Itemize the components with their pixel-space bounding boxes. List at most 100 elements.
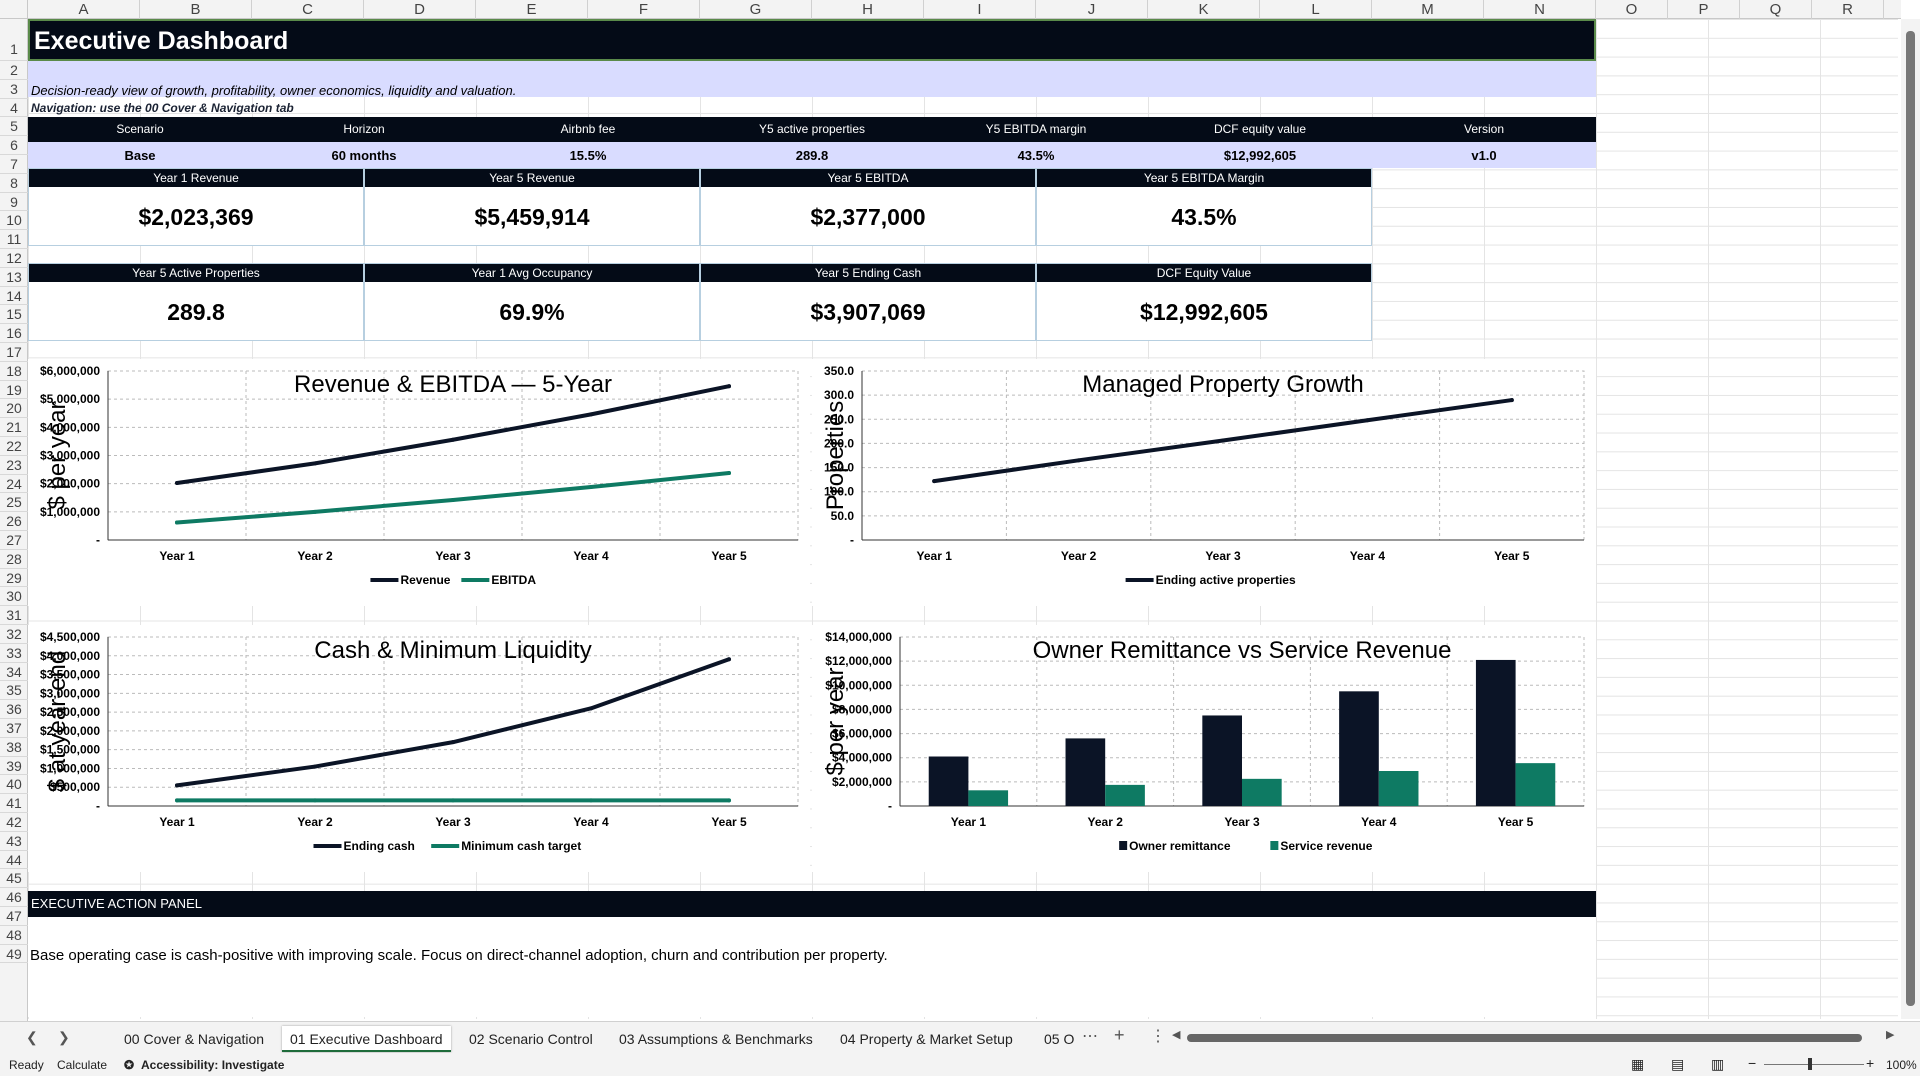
bar-owner-remittance[interactable] <box>1475 659 1516 806</box>
zoom-out-icon[interactable]: − <box>1748 1055 1757 1071</box>
data-point[interactable] <box>727 657 731 662</box>
row-header[interactable]: 26 <box>0 512 28 531</box>
summary-value[interactable]: 60 months <box>331 148 397 163</box>
zoom-slider[interactable] <box>1764 1064 1864 1065</box>
tab-executive-dashboard[interactable]: 01 Executive Dashboard <box>282 1026 451 1052</box>
row-header[interactable]: 11 <box>0 230 28 249</box>
column-header[interactable]: M <box>1372 0 1484 19</box>
column-header[interactable]: R <box>1812 0 1884 19</box>
bar-service-revenue[interactable] <box>968 790 1009 806</box>
row-header[interactable]: 18 <box>0 362 28 381</box>
row-header[interactable]: 31 <box>0 606 28 625</box>
row-header[interactable]: 1 <box>0 19 28 61</box>
bar-service-revenue[interactable] <box>1378 770 1419 806</box>
row-header[interactable]: 39 <box>0 757 28 776</box>
row-header[interactable]: 2 <box>0 61 28 80</box>
summary-value[interactable]: Base <box>124 148 156 163</box>
more-tabs-icon[interactable]: ⋯ <box>1082 1028 1098 1045</box>
data-point[interactable] <box>175 783 179 788</box>
row-header[interactable]: 21 <box>0 418 28 437</box>
data-point[interactable] <box>313 798 317 803</box>
kpi-card[interactable]: Year 5 EBITDA $2,377,000 <box>700 168 1036 246</box>
cash-liquidity-chart[interactable]: - $500,000 $1,000,000 $1,500,000 $2,000,000 $… <box>28 625 810 872</box>
page-break-icon[interactable]: ▥ <box>1711 1056 1725 1072</box>
row-header[interactable]: 4 <box>0 99 28 118</box>
row-header[interactable]: 19 <box>0 381 28 400</box>
scroll-left-icon[interactable]: ◀ <box>1172 1029 1181 1041</box>
summary-value[interactable]: 289.8 <box>795 148 829 163</box>
data-point[interactable] <box>451 740 455 745</box>
tab-cover-navigation[interactable]: 00 Cover & Navigation <box>124 1031 265 1047</box>
subtitle-cell[interactable]: Decision-ready view of growth, profitabi… <box>28 61 1596 98</box>
kpi-card[interactable]: Year 5 Active Properties 289.8 <box>28 263 364 341</box>
bar-service-revenue[interactable] <box>1515 763 1556 806</box>
data-point[interactable] <box>1365 418 1370 423</box>
row-header[interactable]: 9 <box>0 193 28 212</box>
column-header[interactable]: I <box>924 0 1036 19</box>
add-sheet-icon[interactable]: + <box>1114 1025 1125 1045</box>
revenue-ebitda-chart[interactable]: - $1,000,000 $2,000,000 $3,000,000 $4,000,00… <box>28 359 810 606</box>
summary-value[interactable]: 15.5% <box>569 148 607 163</box>
tab-property-market-setup[interactable]: 04 Property & Market Setup <box>840 1031 1013 1047</box>
data-point[interactable] <box>313 764 317 769</box>
zoom-in-icon[interactable]: + <box>1866 1055 1875 1071</box>
data-point[interactable] <box>932 479 937 484</box>
data-point[interactable] <box>727 384 731 389</box>
zoom-level[interactable]: 100% <box>1886 1058 1917 1072</box>
row-header[interactable]: 29 <box>0 569 28 588</box>
row-header[interactable]: 46 <box>0 888 28 907</box>
vertical-scrollbar[interactable] <box>1901 19 1920 1019</box>
normal-view-icon[interactable]: ▦ <box>1631 1056 1645 1072</box>
row-header[interactable]: 24 <box>0 475 28 494</box>
vertical-scroll-thumb[interactable] <box>1906 31 1915 1006</box>
column-header[interactable]: Q <box>1740 0 1812 19</box>
row-header[interactable]: 23 <box>0 456 28 475</box>
row-header[interactable]: 6 <box>0 136 28 155</box>
horizontal-scroll-thumb[interactable] <box>1187 1034 1862 1042</box>
bar-owner-remittance[interactable] <box>1339 691 1379 806</box>
data-point[interactable] <box>451 437 455 442</box>
row-header[interactable]: 34 <box>0 663 28 682</box>
data-point[interactable] <box>175 798 179 803</box>
row-header[interactable]: 32 <box>0 625 28 644</box>
row-header[interactable]: 8 <box>0 174 28 193</box>
row-header[interactable]: 3 <box>0 80 28 99</box>
row-header[interactable]: 42 <box>0 813 28 832</box>
row-header[interactable]: 15 <box>0 305 28 325</box>
tab-scenario-control[interactable]: 02 Scenario Control <box>469 1031 593 1047</box>
kpi-card[interactable]: Year 5 EBITDA Margin 43.5% <box>1036 168 1372 246</box>
page-layout-icon[interactable]: ▤ <box>1671 1056 1685 1072</box>
row-header[interactable]: 28 <box>0 550 28 569</box>
row-header[interactable]: 12 <box>0 249 28 268</box>
summary-value[interactable]: $12,992,605 <box>1223 148 1297 163</box>
row-header[interactable]: 41 <box>0 794 28 813</box>
row-header[interactable]: 40 <box>0 775 28 795</box>
row-header[interactable]: 44 <box>0 851 28 870</box>
accessibility-status[interactable]: Accessibility: Investigate <box>141 1058 285 1072</box>
kpi-card[interactable]: DCF Equity Value $12,992,605 <box>1036 263 1372 341</box>
row-header[interactable]: 14 <box>0 287 28 306</box>
data-point[interactable] <box>727 471 731 476</box>
row-header[interactable]: 37 <box>0 719 28 738</box>
data-point[interactable] <box>1076 458 1081 463</box>
scroll-tabs-right-icon[interactable]: ❯ <box>58 1029 70 1045</box>
data-point[interactable] <box>589 798 593 803</box>
summary-value[interactable]: 43.5% <box>1017 148 1055 163</box>
row-header[interactable]: 22 <box>0 437 28 456</box>
row-header[interactable]: 38 <box>0 738 28 757</box>
tab-assumptions-benchmarks[interactable]: 03 Assumptions & Benchmarks <box>619 1031 813 1047</box>
row-header[interactable]: 10 <box>0 211 28 231</box>
row-header[interactable]: 27 <box>0 531 28 550</box>
row-header[interactable]: 33 <box>0 644 28 663</box>
row-header[interactable]: 7 <box>0 155 28 174</box>
column-header[interactable]: P <box>1668 0 1740 19</box>
scroll-right-icon[interactable]: ▶ <box>1886 1029 1895 1041</box>
data-point[interactable] <box>451 498 455 503</box>
row-header[interactable]: 13 <box>0 268 28 287</box>
column-header[interactable]: A <box>28 0 140 19</box>
zoom-slider-thumb[interactable] <box>1808 1058 1812 1070</box>
column-header[interactable]: J <box>1036 0 1148 19</box>
column-header[interactable]: E <box>476 0 588 19</box>
action-panel-area[interactable] <box>28 917 1596 1017</box>
data-point[interactable] <box>589 706 593 711</box>
